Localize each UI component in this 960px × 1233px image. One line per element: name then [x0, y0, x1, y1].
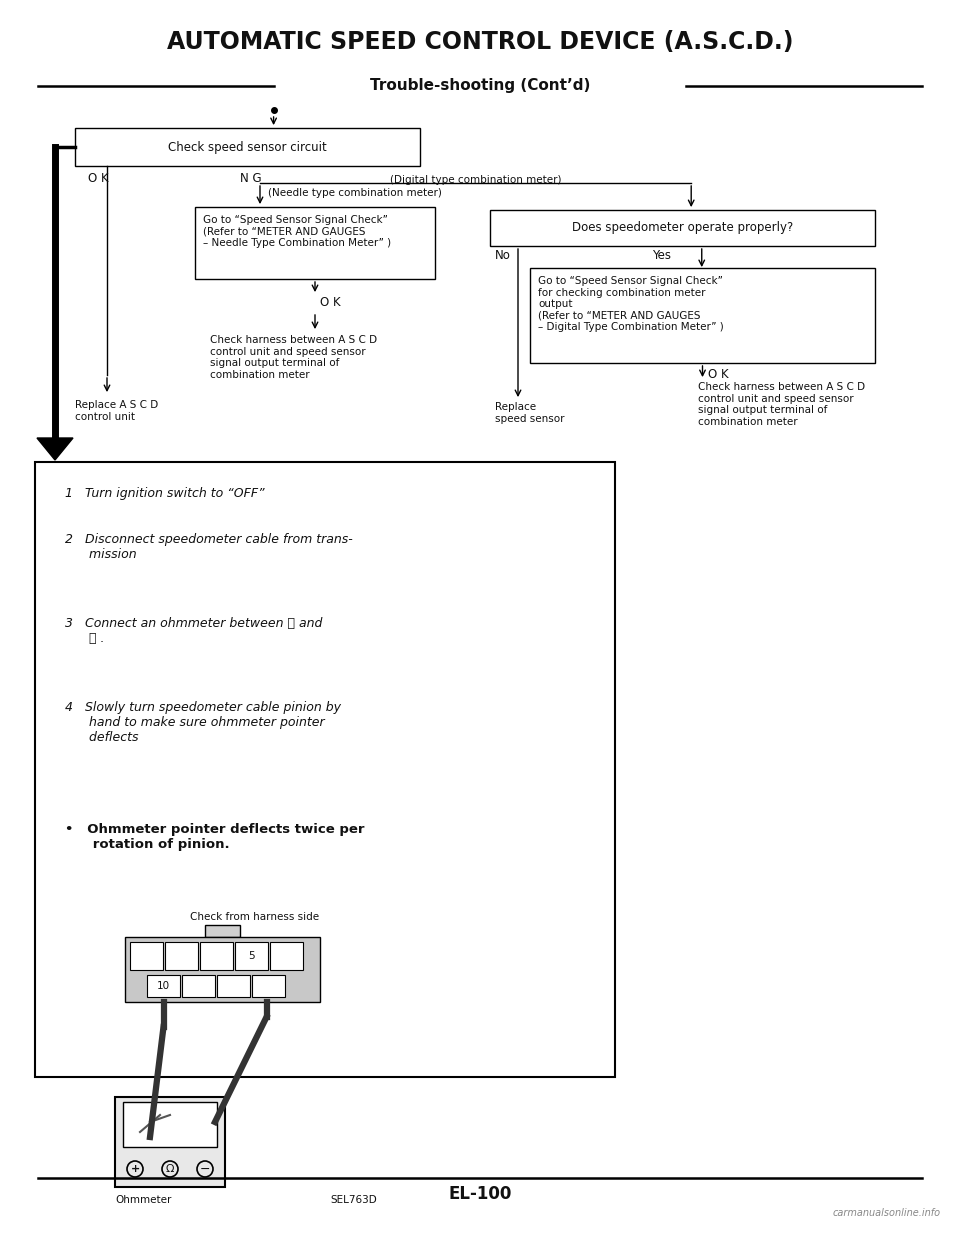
- Text: 5: 5: [249, 951, 254, 961]
- Bar: [252, 975, 285, 997]
- Text: No: No: [495, 249, 511, 261]
- Text: O K: O K: [708, 367, 728, 381]
- Text: −: −: [200, 1163, 210, 1175]
- Text: Check speed sensor circuit: Check speed sensor circuit: [168, 141, 326, 153]
- Bar: [205, 925, 240, 937]
- Text: Check harness between A S C D
control unit and speed sensor
signal output termin: Check harness between A S C D control un…: [698, 382, 865, 427]
- Bar: [270, 942, 303, 970]
- Text: Replace A S C D
control unit: Replace A S C D control unit: [75, 399, 158, 422]
- Bar: [147, 975, 180, 997]
- Bar: [490, 210, 875, 247]
- Text: Ohmmeter: Ohmmeter: [115, 1195, 172, 1205]
- Bar: [235, 942, 268, 970]
- Text: 1   Turn ignition switch to “OFF”: 1 Turn ignition switch to “OFF”: [65, 487, 265, 501]
- Text: 10: 10: [156, 981, 170, 991]
- Bar: [35, 462, 615, 1076]
- Text: 2   Disconnect speedometer cable from trans-
      mission: 2 Disconnect speedometer cable from tran…: [65, 533, 352, 561]
- Bar: [165, 942, 198, 970]
- Text: Yes: Yes: [652, 249, 671, 261]
- Bar: [200, 942, 233, 970]
- Text: Trouble-shooting (Cont’d): Trouble-shooting (Cont’d): [370, 78, 590, 92]
- Text: (Digital type combination meter): (Digital type combination meter): [390, 175, 562, 185]
- Text: O K: O K: [320, 296, 341, 309]
- Text: Replace
speed sensor: Replace speed sensor: [495, 402, 564, 424]
- Text: •   Ohmmeter pointer deflects twice per
      rotation of pinion.: • Ohmmeter pointer deflects twice per ro…: [65, 822, 365, 851]
- Bar: [530, 268, 875, 363]
- Text: Check harness between A S C D
control unit and speed sensor
signal output termin: Check harness between A S C D control un…: [210, 335, 377, 380]
- Bar: [125, 937, 320, 1002]
- Bar: [195, 207, 435, 279]
- Text: Ω: Ω: [166, 1164, 175, 1174]
- Text: SEL763D: SEL763D: [330, 1195, 376, 1205]
- Text: carmanualsonline.info: carmanualsonline.info: [832, 1208, 941, 1218]
- Text: +: +: [131, 1164, 139, 1174]
- Text: Does speedometer operate properly?: Does speedometer operate properly?: [572, 222, 793, 234]
- Text: Check from harness side: Check from harness side: [190, 912, 319, 922]
- Bar: [182, 975, 215, 997]
- Text: (Needle type combination meter): (Needle type combination meter): [268, 187, 442, 199]
- Bar: [130, 942, 163, 970]
- Text: 4   Slowly turn speedometer cable pinion by
      hand to make sure ohmmeter poi: 4 Slowly turn speedometer cable pinion b…: [65, 702, 341, 743]
- Text: Go to “Speed Sensor Signal Check”
for checking combination meter
output
(Refer t: Go to “Speed Sensor Signal Check” for ch…: [538, 276, 724, 333]
- Bar: [115, 1097, 225, 1187]
- Text: AUTOMATIC SPEED CONTROL DEVICE (A.S.C.D.): AUTOMATIC SPEED CONTROL DEVICE (A.S.C.D.…: [167, 30, 793, 54]
- Text: 3   Connect an ohmmeter between ⓙ and
      Ⓢ .: 3 Connect an ohmmeter between ⓙ and Ⓢ .: [65, 616, 323, 645]
- Bar: [123, 1102, 217, 1147]
- Text: O K: O K: [88, 171, 108, 185]
- Polygon shape: [37, 438, 73, 460]
- Text: EL-100: EL-100: [448, 1185, 512, 1203]
- Bar: [217, 975, 250, 997]
- Text: Go to “Speed Sensor Signal Check”
(Refer to “METER AND GAUGES
– Needle Type Comb: Go to “Speed Sensor Signal Check” (Refer…: [203, 215, 391, 248]
- Bar: [75, 128, 420, 166]
- Text: N G: N G: [240, 171, 262, 185]
